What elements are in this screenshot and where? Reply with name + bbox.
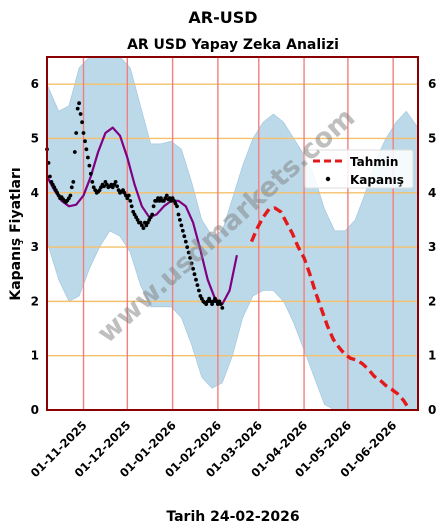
close-point [77, 101, 81, 106]
close-point [75, 106, 80, 111]
close-point [97, 188, 102, 193]
close-point [129, 204, 134, 209]
close-point [176, 212, 181, 217]
close-point [81, 131, 86, 135]
close-point [138, 220, 143, 225]
close-point [144, 223, 149, 228]
close-point [164, 193, 169, 198]
x-axis-label: Tarih 24-02-2026 [166, 509, 299, 525]
close-point [87, 163, 92, 168]
close-point [194, 277, 198, 282]
close-point [220, 306, 225, 310]
y-tick-label-right: 3 [428, 240, 436, 254]
y-tick-label-left: 2 [31, 294, 39, 308]
close-point [83, 139, 87, 144]
close-point [84, 147, 89, 152]
y-tick-label-right: 6 [428, 77, 436, 91]
close-point [141, 226, 146, 231]
close-point [178, 218, 182, 222]
close-point [48, 174, 52, 179]
close-point [78, 112, 83, 116]
close-point [182, 234, 187, 239]
y-tick-label-left: 4 [31, 186, 39, 200]
close-point [102, 184, 106, 189]
close-point [143, 220, 147, 225]
close-point [74, 131, 79, 135]
plot-area [45, 56, 419, 411]
close-point [72, 150, 77, 154]
close-point [218, 302, 223, 306]
y-tick-label-right: 2 [428, 294, 436, 308]
legend-close-swatch [325, 176, 331, 182]
plot-frame [46, 56, 419, 411]
close-point [115, 184, 119, 189]
legend: Tahmin Kapanış [304, 149, 414, 189]
close-point [189, 261, 194, 266]
close-point [80, 120, 84, 125]
close-point [91, 185, 96, 190]
close-point [128, 199, 133, 203]
legend-close-label: Kapanış [350, 173, 404, 187]
y-tick-label-right: 5 [428, 131, 436, 145]
close-point [90, 180, 95, 184]
y-tick-label-right: 4 [428, 186, 436, 200]
trend-line [46, 126, 238, 306]
close-point [52, 185, 57, 190]
close-point [180, 228, 185, 233]
close-point [175, 204, 179, 209]
close-point [191, 266, 196, 271]
forecast-line [249, 206, 411, 410]
y-tick-label-left: 5 [31, 131, 39, 145]
close-point [68, 193, 73, 198]
chart-title: AR-USD [188, 8, 257, 27]
close-point [185, 245, 190, 250]
legend-forecast-label: Tahmin [350, 155, 398, 169]
close-point [151, 204, 156, 209]
y-tick-label-right: 1 [428, 349, 436, 363]
y-axis-label: Kapanış Fiyatları [8, 167, 24, 300]
close-point [126, 193, 131, 198]
close-point [179, 223, 184, 228]
y-tick-label-left: 6 [31, 77, 39, 91]
legend-box [304, 149, 414, 189]
close-point [195, 283, 200, 287]
close-point [188, 256, 193, 260]
close-point [88, 171, 93, 176]
close-point [192, 272, 197, 277]
close-point [197, 288, 201, 293]
y-tick-label-right: 0 [428, 403, 436, 417]
y-tick-label-left: 1 [31, 349, 39, 363]
close-point [69, 185, 74, 190]
chart-subtitle: AR USD Yapay Zeka Analizi [127, 37, 339, 53]
y-tick-label-left: 3 [31, 240, 39, 254]
y-tick-label-left: 0 [31, 403, 39, 417]
close-point [113, 180, 118, 184]
close-point [150, 212, 155, 217]
close-point [86, 155, 90, 160]
close-point [186, 250, 191, 255]
close-point [71, 180, 76, 184]
close-point [183, 239, 188, 244]
